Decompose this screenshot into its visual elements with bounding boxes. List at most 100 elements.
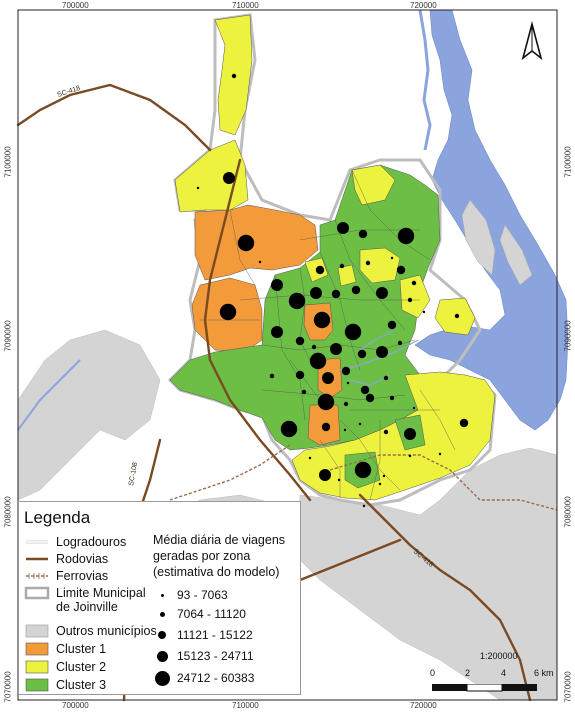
road-sc418-north	[16, 83, 212, 152]
cluster2-patch	[337, 264, 357, 287]
zone-bubble	[309, 352, 327, 370]
zone-bubble	[223, 172, 235, 184]
zone-bubble	[258, 260, 262, 264]
zone-bubble	[376, 346, 388, 358]
zone-bubble	[319, 469, 331, 481]
zone-bubble	[362, 504, 366, 508]
zone-bubble	[357, 349, 367, 359]
zone-bubble	[408, 454, 412, 458]
fill-yellow-icon	[24, 660, 50, 674]
zone-bubble	[454, 313, 460, 319]
legend-item-rodovias: Rodovias	[24, 552, 108, 566]
zone-bubble	[269, 373, 275, 379]
coord-right-7080000: 7080000	[563, 496, 573, 528]
coord-top-700000: 700000	[62, 1, 89, 10]
coord-right-7070000: 7070000	[563, 671, 573, 703]
coord-right-7090000: 7090000	[563, 320, 573, 352]
coord-left-7080000: 7080000	[3, 496, 13, 528]
zone-bubble	[237, 234, 255, 252]
zone-bubble	[390, 256, 394, 260]
zone-bubble	[459, 418, 469, 428]
legend-item-cluster2: Cluster 2	[24, 660, 106, 674]
zone-bubble	[313, 311, 331, 329]
zone-bubble	[351, 285, 361, 295]
coord-bottom-700000: 700000	[62, 701, 89, 710]
zone-bubble	[378, 482, 382, 486]
zone-bubble	[301, 389, 307, 395]
zone-bubble	[330, 343, 342, 355]
legend-item-cluster1: Cluster 1	[24, 642, 106, 656]
zone-bubble	[376, 287, 388, 299]
bubble-dot-icon	[159, 611, 165, 617]
zone-bubble	[219, 303, 237, 321]
scale-tick-0: 0	[430, 668, 436, 678]
bubble-legend-5: 24712 - 60383	[153, 669, 254, 687]
zone-bubble	[346, 381, 350, 385]
zone-bubble	[288, 292, 306, 310]
zone-bubble	[397, 340, 403, 346]
cluster2-patch	[399, 274, 431, 319]
zone-bubble	[339, 263, 345, 269]
zone-bubble	[280, 420, 298, 438]
railway	[169, 444, 558, 511]
zone-bubble	[341, 366, 351, 376]
zone-bubble	[387, 320, 397, 330]
zone-bubble	[358, 229, 368, 239]
road-br101	[203, 158, 312, 502]
road-sc418-south	[358, 493, 532, 702]
zone-bubble	[337, 478, 341, 482]
scale-ratio: 1:200000	[480, 651, 518, 661]
coord-bottom-720000: 720000	[410, 701, 437, 710]
legend: Legenda Logradouros Rodovias Ferrovias L…	[18, 501, 301, 695]
zone-bubble	[308, 456, 312, 460]
zone-bubble	[412, 406, 416, 410]
legend-item-outros: Outros municípios	[24, 624, 157, 638]
bubbles-layer	[196, 73, 469, 508]
zone-bubble	[389, 395, 395, 401]
zone-bubble	[315, 265, 325, 275]
zone-bubble	[383, 429, 389, 435]
bubble-dot-icon	[156, 650, 168, 662]
cluster2-patch	[351, 164, 396, 206]
scale-tick-2: 2	[465, 668, 471, 678]
zone-bubble	[438, 452, 442, 456]
zone-bubble	[407, 297, 413, 303]
bubble-legend-title: Média diária de viagens geradas por zona…	[153, 533, 286, 579]
legend-title: Legenda	[24, 508, 91, 527]
coord-right-7100000: 7100000	[563, 146, 573, 178]
north-arrow-icon	[521, 20, 543, 61]
zone-bubble	[295, 370, 305, 380]
scale-bar	[432, 684, 537, 692]
zone-bubble	[411, 280, 417, 286]
bay-water	[414, 9, 569, 431]
boundary-outline-icon	[24, 586, 50, 600]
legend-item-logradouros: Logradouros	[24, 535, 126, 549]
map-frame	[17, 9, 558, 701]
zone-bubble	[358, 422, 362, 426]
bubble-dot-icon	[158, 631, 166, 639]
zone-bubble	[360, 385, 370, 395]
zone-bubble	[322, 372, 334, 384]
island	[461, 199, 496, 276]
legend-item-cluster3: Cluster 3	[24, 678, 106, 692]
zone-bubble	[365, 393, 375, 403]
zone-bubble	[337, 222, 349, 234]
zone-bubble	[295, 336, 305, 346]
bubble-legend-3: 11121 - 15122	[153, 626, 253, 644]
zone-bubble	[344, 323, 362, 341]
zone-bubble	[271, 326, 283, 338]
coord-left-7090000: 7090000	[3, 320, 13, 352]
bubble-legend-1: 93 - 7063	[153, 586, 228, 604]
zone-bubble	[397, 227, 415, 245]
legend-item-ferrovias: Ferrovias	[24, 569, 108, 583]
zone-bubble	[383, 375, 389, 381]
bubble-legend-4: 15123 - 24711	[153, 647, 254, 665]
road-line-icon	[24, 552, 50, 566]
coord-left-7070000: 7070000	[3, 671, 13, 703]
zone-bubble	[321, 422, 331, 432]
fill-orange-icon	[24, 642, 50, 656]
zone-bubble	[196, 186, 200, 190]
scale-tick-4: 4	[501, 668, 507, 678]
zone-bubble	[382, 474, 386, 478]
